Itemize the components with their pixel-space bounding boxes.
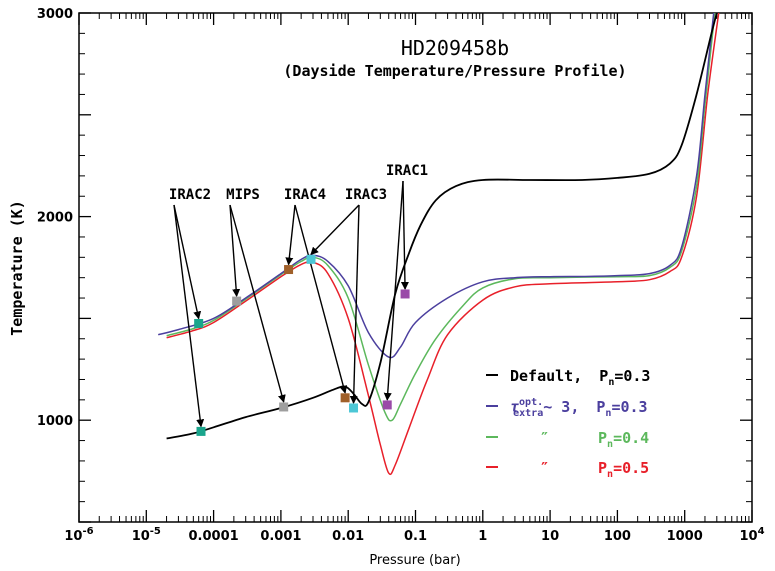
legend-p-sub: n: [605, 408, 611, 419]
y-tick-label: 2000: [37, 211, 73, 226]
legend-ditto: ″: [540, 429, 549, 447]
y-axis-title: Temperature (K): [8, 200, 26, 335]
legend-p-symbol: P: [598, 429, 607, 447]
x-tick-label: 0.001: [260, 529, 301, 544]
legend-entry-pn-0-4: ″ Pn=0.4: [486, 429, 649, 450]
legend-entry-pn-0-5: ″ Pn=0.5: [486, 459, 649, 480]
annotation-arrow: [173, 204, 202, 320]
annotation-arrow: [400, 180, 409, 290]
legend-ditto: ″: [540, 459, 549, 477]
legend-label: Pn=0.4: [598, 429, 649, 450]
band-marker-3: [306, 254, 316, 264]
annotation-label-irac4: IRAC4: [284, 187, 326, 203]
legend-p-value: =0.3: [614, 367, 650, 385]
band-marker-9: [382, 400, 392, 410]
x-tick-label: 1000: [667, 529, 703, 544]
annotation-label-mips: MIPS: [226, 187, 260, 203]
band-marker-1: [232, 296, 242, 306]
annotation-arrow: [229, 204, 286, 403]
band-marker-6: [279, 402, 289, 412]
band-marker-5: [196, 426, 206, 436]
annotation-arrows: IRAC2 MIPS IRAC4 IRAC3 IRAC1: [169, 163, 428, 428]
legend-p-symbol: P: [598, 459, 607, 477]
legend-label-text: ~ 3,: [543, 398, 579, 416]
legend-label: Default, Pn=0.3: [510, 367, 650, 388]
annotation-arrow: [229, 204, 241, 298]
legend-p-symbol: P: [599, 367, 608, 385]
annotation-label-irac2: IRAC2: [169, 187, 211, 203]
series-line-0: [166, 13, 718, 440]
series-line-1: [158, 13, 715, 359]
band-marker-0: [194, 318, 204, 328]
y-tick-label: 3000: [37, 7, 73, 22]
legend-label: τopt. extra~ 3, Pn=0.3: [510, 397, 648, 419]
x-tick-label: 0.1: [404, 529, 427, 544]
legend-p-symbol: P: [596, 398, 605, 416]
band-markers: [194, 254, 410, 436]
legend-p-sub: n: [608, 377, 614, 388]
legend-label: Pn=0.5: [598, 459, 649, 480]
annotation-arrow: [173, 204, 205, 428]
legend-p-sub: n: [607, 469, 613, 480]
x-tick-label: 100: [604, 529, 631, 544]
legend-tau-sub: extra: [513, 408, 543, 419]
plot-frame: [78, 12, 753, 523]
annotation-arrow: [383, 180, 404, 401]
x-tick-label: 104: [739, 526, 764, 544]
annotation-arrow: [349, 204, 360, 404]
legend-entry-default: Default, Pn=0.3: [486, 367, 650, 388]
chart-title: HD209458b: [401, 36, 509, 60]
legend-p-sub: n: [607, 439, 613, 450]
legend-p-value: =0.5: [613, 459, 649, 477]
band-marker-2: [284, 265, 294, 275]
x-axis-ticks: 10-6 10-5 0.0001 0.001 0.01 0.1 1 10 100 1000 104: [64, 13, 765, 544]
legend-p-value: =0.3: [611, 398, 647, 416]
x-axis-title: Pressure (bar): [369, 553, 460, 568]
x-tick-label: 10-6: [64, 526, 93, 544]
chart-subtitle: (Dayside Temperature/Pressure Profile): [283, 62, 626, 80]
y-tick-label: 1000: [37, 414, 73, 429]
legend-label-text: Default,: [510, 367, 582, 385]
annotation-arrow: [285, 204, 296, 266]
band-marker-8: [349, 403, 359, 413]
x-tick-label: 10-5: [132, 526, 161, 544]
legend: Default, Pn=0.3 τopt. extra~ 3, Pn=0.3 ″ …: [486, 367, 650, 480]
x-tick-label: 0.01: [332, 529, 364, 544]
x-tick-label: 0.0001: [189, 529, 239, 544]
legend-tau-sup: opt.: [519, 397, 543, 408]
legend-entry-tau-extra: τopt. extra~ 3, Pn=0.3: [486, 397, 648, 419]
legend-tau: τ: [510, 398, 519, 416]
x-tick-label: 10: [541, 529, 559, 544]
annotation-label-irac3: IRAC3: [345, 187, 387, 203]
x-tick-label: 1: [478, 529, 487, 544]
legend-p-value: =0.4: [613, 429, 649, 447]
annotation-arrow: [294, 204, 348, 394]
band-marker-7: [340, 393, 350, 403]
y-axis-ticks: 1000 2000 3000: [37, 7, 752, 523]
annotation-arrow: [310, 204, 360, 256]
band-marker-4: [400, 289, 410, 299]
annotation-label-irac1: IRAC1: [386, 163, 428, 179]
